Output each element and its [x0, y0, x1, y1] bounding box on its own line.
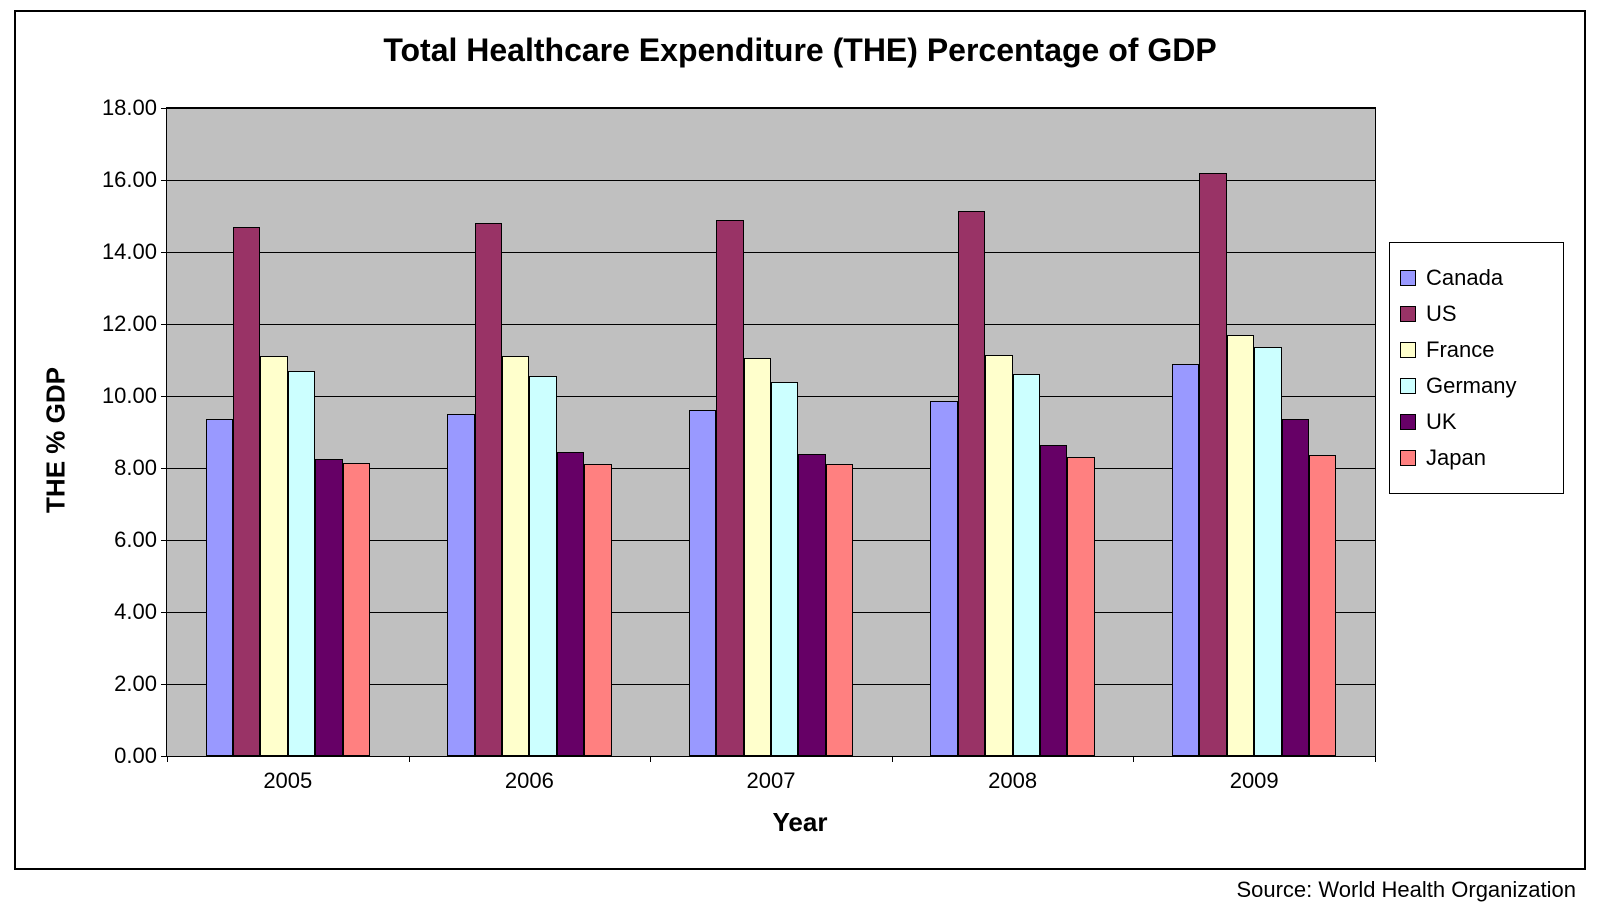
x-tick-mark	[1375, 756, 1376, 762]
y-tick-mark	[161, 540, 167, 541]
bar	[771, 382, 798, 756]
y-tick-mark	[161, 180, 167, 181]
legend-item: Germany	[1400, 373, 1553, 399]
legend-item: Canada	[1400, 265, 1553, 291]
chart-title: Total Healthcare Expenditure (THE) Perce…	[16, 32, 1584, 69]
bar	[529, 376, 556, 756]
bar	[475, 223, 502, 756]
chart-frame: Total Healthcare Expenditure (THE) Perce…	[14, 10, 1586, 870]
x-tick-label: 2007	[747, 768, 796, 794]
bar	[1013, 374, 1040, 756]
bar	[206, 419, 233, 756]
y-tick-mark	[161, 612, 167, 613]
x-tick-label: 2008	[988, 768, 1037, 794]
bar	[716, 220, 743, 756]
bar	[1309, 455, 1336, 756]
y-tick-label: 2.00	[114, 671, 157, 697]
x-axis-title: Year	[773, 807, 828, 838]
x-tick-label: 2009	[1230, 768, 1279, 794]
x-tick-mark	[892, 756, 893, 762]
y-tick-mark	[161, 396, 167, 397]
bar	[958, 211, 985, 756]
bar	[1172, 364, 1199, 756]
legend-swatch	[1400, 414, 1416, 430]
bar	[557, 452, 584, 756]
legend-label: Japan	[1426, 445, 1486, 471]
bar	[826, 464, 853, 756]
legend-item: UK	[1400, 409, 1553, 435]
y-tick-label: 16.00	[102, 167, 157, 193]
bar	[343, 463, 370, 756]
bar	[798, 454, 825, 756]
bar	[584, 464, 611, 756]
bar	[1067, 457, 1094, 756]
legend-item: Japan	[1400, 445, 1553, 471]
gridline	[167, 180, 1375, 181]
legend: Canada US France Germany UK Japan	[1389, 242, 1564, 494]
y-tick-mark	[161, 252, 167, 253]
legend-swatch	[1400, 378, 1416, 394]
bar	[502, 356, 529, 756]
gridline	[167, 324, 1375, 325]
legend-label: Canada	[1426, 265, 1503, 291]
x-tick-mark	[409, 756, 410, 762]
x-tick-mark	[167, 756, 168, 762]
y-tick-label: 6.00	[114, 527, 157, 553]
bar	[689, 410, 716, 756]
bar	[288, 371, 315, 756]
legend-label: UK	[1426, 409, 1457, 435]
y-tick-label: 0.00	[114, 743, 157, 769]
legend-swatch	[1400, 270, 1416, 286]
x-tick-label: 2006	[505, 768, 554, 794]
y-axis-title: THE % GDP	[41, 367, 72, 513]
bar	[1227, 335, 1254, 756]
y-tick-mark	[161, 108, 167, 109]
legend-label: US	[1426, 301, 1457, 327]
legend-swatch	[1400, 450, 1416, 466]
x-tick-mark	[1133, 756, 1134, 762]
gridline	[167, 756, 1375, 757]
bar	[930, 401, 957, 756]
y-tick-label: 8.00	[114, 455, 157, 481]
y-tick-mark	[161, 468, 167, 469]
bar	[1282, 419, 1309, 756]
gridline	[167, 252, 1375, 253]
y-tick-label: 18.00	[102, 95, 157, 121]
legend-label: Germany	[1426, 373, 1516, 399]
y-tick-mark	[161, 684, 167, 685]
y-tick-label: 12.00	[102, 311, 157, 337]
y-tick-label: 4.00	[114, 599, 157, 625]
bar	[744, 358, 771, 756]
x-tick-mark	[650, 756, 651, 762]
bar	[1254, 347, 1281, 756]
legend-item: France	[1400, 337, 1553, 363]
bar	[1040, 445, 1067, 756]
bar	[315, 459, 342, 756]
legend-label: France	[1426, 337, 1494, 363]
bar	[985, 355, 1012, 756]
bar	[1199, 173, 1226, 756]
gridline	[167, 108, 1375, 109]
legend-swatch	[1400, 342, 1416, 358]
bar	[447, 414, 474, 756]
y-tick-label: 14.00	[102, 239, 157, 265]
y-tick-mark	[161, 324, 167, 325]
legend-item: US	[1400, 301, 1553, 327]
plot-area: 0.002.004.006.008.0010.0012.0014.0016.00…	[166, 107, 1376, 757]
x-tick-label: 2005	[263, 768, 312, 794]
source-text: Source: World Health Organization	[1236, 877, 1576, 903]
bar	[260, 356, 287, 756]
y-tick-label: 10.00	[102, 383, 157, 409]
legend-swatch	[1400, 306, 1416, 322]
bar	[233, 227, 260, 756]
